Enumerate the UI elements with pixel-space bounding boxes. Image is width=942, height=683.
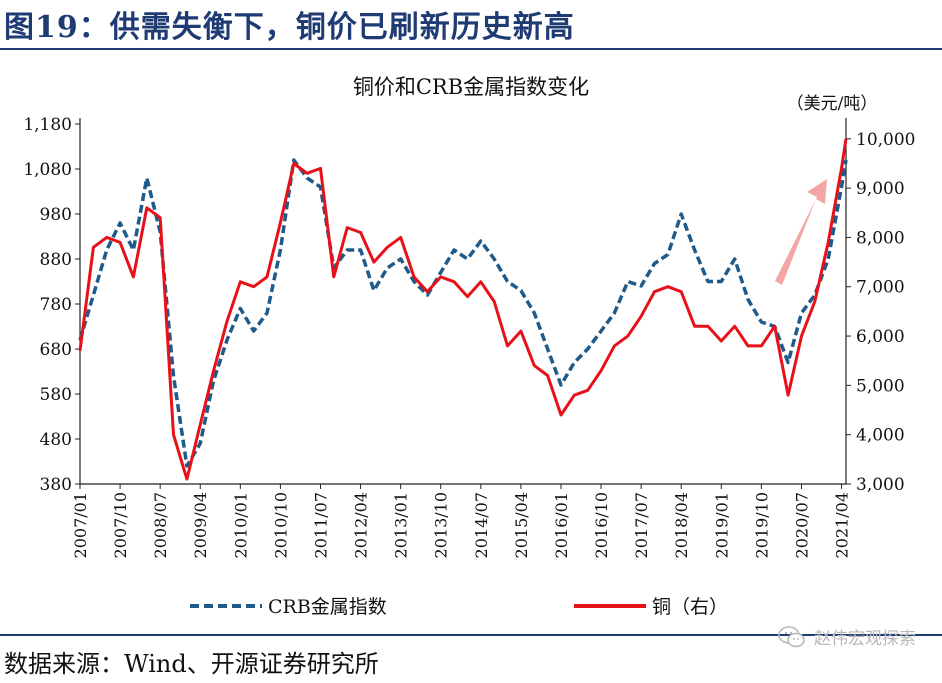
series-layer <box>78 138 848 481</box>
right-tick-label: 10,000 <box>856 130 915 150</box>
x-tick-label: 2012/04 <box>352 492 371 558</box>
x-tick-label: 2018/04 <box>672 492 691 558</box>
left-tick-label: 980 <box>40 205 72 225</box>
x-tick-label: 2009/04 <box>191 492 210 558</box>
x-axis: 2007/01 2007/10 2008/07 2009/04 2010/01 2010/… <box>71 484 852 558</box>
x-tick-label: 2016/10 <box>592 492 611 558</box>
x-tick-label: 2016/01 <box>552 492 571 558</box>
chart-title: 铜价和CRB金属指数变化 <box>353 75 589 99</box>
trend-arrow-shape <box>775 179 827 285</box>
left-tick-label: 480 <box>40 430 72 450</box>
legend: CRB金属指数 铜（右） <box>190 596 728 618</box>
right-tick-label: 6,000 <box>856 327 905 347</box>
x-tick-label: 2020/07 <box>792 492 811 558</box>
right-tick-label: 8,000 <box>856 228 905 248</box>
left-tick-label: 580 <box>40 385 72 405</box>
left-tick-label: 1,180 <box>23 115 72 135</box>
title-divider <box>0 48 942 50</box>
x-tick-label: 2021/04 <box>833 492 852 558</box>
footer-divider <box>0 634 942 636</box>
plot-frame <box>79 118 847 485</box>
x-tick-label: 2008/07 <box>151 492 170 558</box>
series-line-crb <box>78 158 848 468</box>
right-tick-label: 3,000 <box>856 475 905 495</box>
watermark-label: 赵伟宏观探索 <box>814 629 916 649</box>
x-tick-label: 2013/10 <box>432 492 451 558</box>
figure-title: 图19：供需失衡下，铜价已刷新历史新高 <box>4 10 575 45</box>
left-tick-label: 680 <box>40 340 72 360</box>
x-tick-label: 2010/01 <box>231 492 250 558</box>
right-tick-label: 7,000 <box>856 278 905 298</box>
x-tick-label: 2011/07 <box>311 492 330 558</box>
right-tick-label: 9,000 <box>856 179 905 199</box>
left-tick-label: 780 <box>40 295 72 315</box>
left-axis: 380 480 580 680 780 880 980 1,080 1,180 <box>23 115 80 495</box>
watermark: 赵伟宏观探索 <box>778 624 916 649</box>
legend-label-crb: CRB金属指数 <box>268 596 387 618</box>
x-tick-label: 2007/01 <box>71 492 90 558</box>
series-line-copper <box>78 138 848 481</box>
x-tick-label: 2007/10 <box>111 492 130 558</box>
line-chart: 铜价和CRB金属指数变化 （美元/吨） 380 480 580 680 780 880 98… <box>23 75 915 618</box>
left-tick-label: 1,080 <box>23 160 72 180</box>
x-tick-label: 2014/07 <box>472 492 491 558</box>
trend-arrow <box>775 179 827 285</box>
x-tick-label: 2017/07 <box>632 492 651 558</box>
x-tick-label: 2019/01 <box>712 492 731 558</box>
x-tick-label: 2010/10 <box>271 492 290 558</box>
x-tick-label: 2013/01 <box>392 492 411 558</box>
right-axis-unit: （美元/吨） <box>787 94 878 114</box>
right-tick-label: 4,000 <box>856 426 905 446</box>
x-tick-label: 2019/10 <box>752 492 771 558</box>
x-tick-label: 2015/04 <box>512 492 531 558</box>
right-tick-label: 5,000 <box>856 376 905 396</box>
left-tick-label: 880 <box>40 250 72 270</box>
source-note: 数据来源：Wind、开源证券研究所 <box>4 650 379 678</box>
legend-label-copper: 铜（右） <box>652 596 728 618</box>
wechat-icon <box>778 625 806 648</box>
right-axis: 3,000 4,000 5,000 6,000 7,000 8,000 9,000 10,00… <box>846 130 915 495</box>
left-tick-label: 380 <box>40 475 72 495</box>
